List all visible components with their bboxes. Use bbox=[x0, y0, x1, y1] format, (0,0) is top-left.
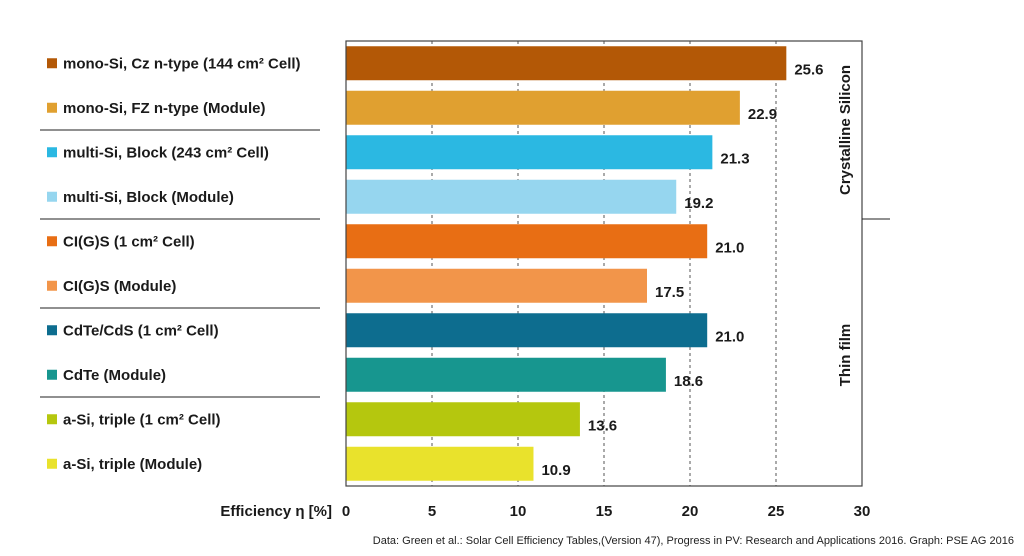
bar-4 bbox=[346, 224, 708, 259]
legend-swatch-3 bbox=[47, 191, 57, 202]
bar-1 bbox=[346, 90, 740, 125]
source-note: Data: Green et al.: Solar Cell Efficienc… bbox=[372, 535, 1014, 547]
x-tick-5: 5 bbox=[428, 503, 436, 520]
bar-7 bbox=[346, 357, 666, 392]
bar-9 bbox=[346, 446, 534, 481]
legend-swatch-8 bbox=[47, 414, 57, 425]
value-label-4: 21.0 bbox=[715, 239, 744, 256]
legend-swatch-2 bbox=[47, 147, 57, 158]
category-label-1: mono-Si, FZ n-type (Module) bbox=[63, 100, 265, 117]
group-labels: Crystalline Silicon Thin film bbox=[837, 65, 854, 386]
value-label-0: 25.6 bbox=[794, 61, 823, 78]
legend-swatch-4 bbox=[47, 236, 57, 247]
value-label-2: 21.3 bbox=[720, 150, 749, 167]
category-labels: mono-Si, Cz n-type (144 cm² Cell) mono-Si… bbox=[47, 55, 301, 473]
x-tick-10: 10 bbox=[510, 503, 527, 520]
bar-0 bbox=[346, 46, 787, 81]
category-label-5: CI(G)S (Module) bbox=[63, 278, 176, 295]
category-label-6: CdTe/CdS (1 cm² Cell) bbox=[63, 322, 219, 339]
bars bbox=[346, 46, 787, 481]
bar-2 bbox=[346, 135, 713, 170]
legend-swatch-9 bbox=[47, 458, 57, 469]
x-axis-ticks: 0 5 10 15 20 25 30 bbox=[342, 503, 871, 520]
efficiency-bar-chart: mono-Si, Cz n-type (144 cm² Cell) mono-Si… bbox=[40, 40, 890, 520]
bar-5 bbox=[346, 268, 647, 303]
legend-swatch-5 bbox=[47, 280, 57, 291]
x-tick-15: 15 bbox=[596, 503, 613, 520]
x-tick-0: 0 bbox=[342, 503, 350, 520]
value-label-8: 13.6 bbox=[588, 417, 617, 434]
value-label-5: 17.5 bbox=[655, 284, 684, 301]
bar-3 bbox=[346, 179, 677, 214]
category-label-3: multi-Si, Block (Module) bbox=[63, 189, 234, 206]
category-label-8: a-Si, triple (1 cm² Cell) bbox=[63, 411, 221, 428]
value-labels: 25.6 22.9 21.3 19.2 21.0 17.5 21.0 18.6 13.6 10.9 bbox=[541, 61, 823, 479]
plot-border bbox=[345, 40, 863, 487]
group-label-1: Thin film bbox=[837, 324, 854, 387]
bar-8 bbox=[346, 402, 580, 437]
bar-6 bbox=[346, 313, 708, 348]
legend-swatch-0 bbox=[47, 58, 57, 69]
category-label-7: CdTe (Module) bbox=[63, 367, 166, 384]
value-label-1: 22.9 bbox=[748, 106, 777, 123]
value-label-7: 18.6 bbox=[674, 373, 703, 390]
x-tick-25: 25 bbox=[768, 503, 785, 520]
value-label-6: 21.0 bbox=[715, 328, 744, 345]
category-label-4: CI(G)S (1 cm² Cell) bbox=[63, 233, 195, 250]
group-label-0: Crystalline Silicon bbox=[837, 65, 854, 195]
x-tick-20: 20 bbox=[682, 503, 699, 520]
category-label-9: a-Si, triple (Module) bbox=[63, 456, 202, 473]
plot-frame bbox=[40, 40, 890, 487]
category-label-2: multi-Si, Block (243 cm² Cell) bbox=[63, 144, 269, 161]
x-tick-30: 30 bbox=[854, 503, 871, 520]
value-label-3: 19.2 bbox=[684, 195, 713, 212]
category-label-0: mono-Si, Cz n-type (144 cm² Cell) bbox=[63, 55, 301, 72]
legend-swatch-6 bbox=[47, 325, 57, 336]
legend-swatch-1 bbox=[47, 102, 57, 113]
x-axis-title: Efficiency η [%] bbox=[220, 503, 332, 520]
legend-swatch-7 bbox=[47, 369, 57, 380]
value-label-9: 10.9 bbox=[541, 462, 570, 479]
